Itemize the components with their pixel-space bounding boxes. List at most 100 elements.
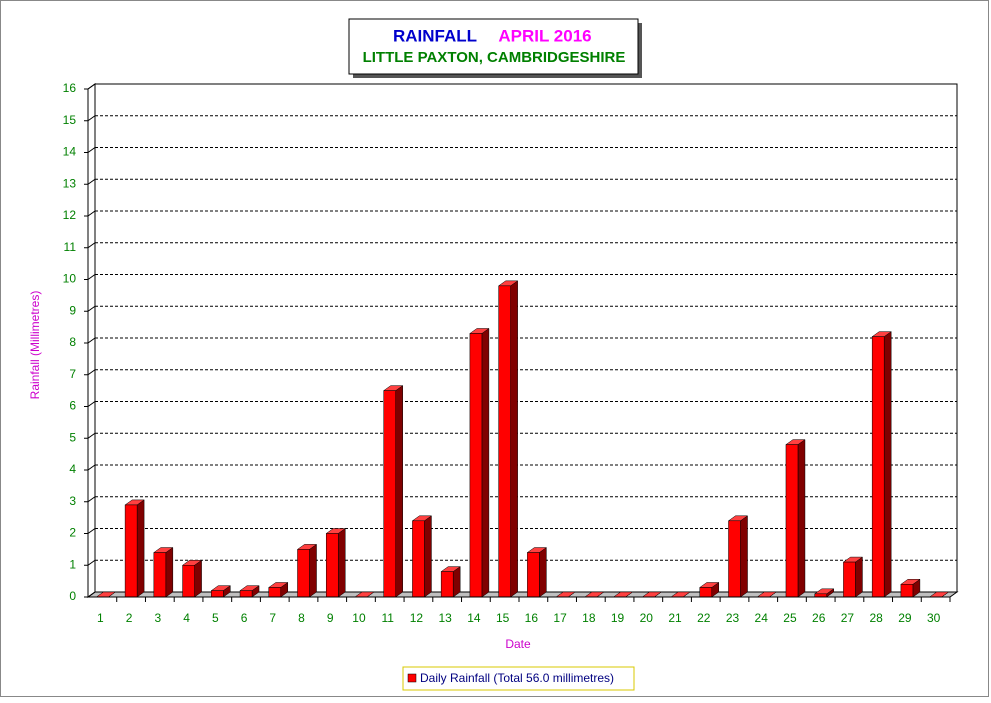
bar-front <box>182 565 195 598</box>
y-tick-label: 3 <box>69 494 76 508</box>
side-grid <box>87 591 96 598</box>
bar-side <box>855 556 863 598</box>
bar-side <box>740 515 748 598</box>
x-tick-label: 28 <box>869 611 883 625</box>
bar-side <box>136 499 145 598</box>
bar-front <box>728 520 741 598</box>
bar <box>440 566 461 598</box>
x-tick-label: 29 <box>898 611 912 625</box>
bar <box>727 515 749 598</box>
bar-front <box>153 552 167 598</box>
bar-front <box>412 520 425 598</box>
y-tick-label: 7 <box>69 367 76 381</box>
y-tick-label: 0 <box>69 589 76 603</box>
bar <box>181 559 203 598</box>
y-tick-label: 14 <box>63 145 77 159</box>
bar <box>296 543 318 598</box>
side-grid <box>87 528 96 534</box>
chart-title-month: APRIL 2016 <box>498 26 591 45</box>
bar-front <box>268 587 282 598</box>
x-tick-label: 20 <box>640 611 654 625</box>
bar-side <box>481 327 490 598</box>
legend-swatch <box>407 673 417 683</box>
bar <box>900 578 921 598</box>
y-tick-label: 8 <box>69 335 76 349</box>
x-tick-label: 12 <box>410 611 424 625</box>
side-grid <box>87 496 96 503</box>
side-grid <box>87 337 96 344</box>
bar-front <box>440 571 454 598</box>
x-tick-label: 15 <box>496 611 510 625</box>
side-grid <box>87 464 96 471</box>
y-tick-label: 13 <box>63 176 77 190</box>
bar-front <box>871 336 885 598</box>
x-tick-label: 10 <box>352 611 366 625</box>
x-tick-label: 7 <box>269 611 276 625</box>
bar-side <box>510 280 518 598</box>
x-tick-label: 11 <box>381 611 394 625</box>
x-tick-label: 5 <box>212 611 219 625</box>
y-axis-label: Rainfall (Millimetres) <box>28 291 42 400</box>
bar-side <box>337 528 346 598</box>
bar <box>842 556 864 598</box>
y-tick-label: 2 <box>69 526 76 540</box>
y-tick-label: 10 <box>63 272 77 286</box>
bar-front <box>900 584 914 598</box>
bar <box>813 588 835 598</box>
bar <box>325 528 347 598</box>
x-tick-label: 19 <box>611 611 625 625</box>
bar-side <box>395 385 403 598</box>
bar-side <box>452 566 461 598</box>
x-tick-label: 9 <box>327 611 334 625</box>
bar-side <box>309 543 317 598</box>
y-tick-label: 11 <box>64 240 77 254</box>
bar-side <box>165 547 174 598</box>
bar <box>871 331 892 598</box>
side-grid <box>87 305 96 312</box>
title-box <box>348 18 639 75</box>
x-tick-label: 3 <box>154 611 161 625</box>
bar-front <box>469 333 483 598</box>
x-tick-label: 13 <box>438 611 452 625</box>
x-tick-label: 14 <box>467 611 481 625</box>
bar <box>411 515 433 598</box>
chart-subtitle: LITTLE PAXTON, CAMBRIDGESHIRE <box>363 49 626 66</box>
x-tick-label: 24 <box>755 611 769 625</box>
side-grid <box>87 178 96 185</box>
y-tick-label: 15 <box>63 113 77 127</box>
side-grid <box>87 369 96 376</box>
bar-side <box>539 547 547 598</box>
bar <box>526 547 548 598</box>
bar <box>469 327 490 598</box>
legend-label: Daily Rainfall (Total 56.0 millimetres) <box>420 671 614 685</box>
side-grid <box>87 559 96 566</box>
y-tick-label: 12 <box>63 208 77 222</box>
x-axis-label: Date <box>505 637 531 651</box>
bar-front <box>297 549 310 598</box>
x-tick-label: 6 <box>241 611 248 625</box>
bar-front <box>325 533 339 598</box>
bar <box>210 585 232 598</box>
x-tick-label: 22 <box>697 611 711 625</box>
y-tick-label: 6 <box>69 399 76 413</box>
bar <box>382 385 404 598</box>
x-tick-label: 27 <box>841 611 855 625</box>
side-grid <box>87 274 96 280</box>
bar-front <box>498 285 511 598</box>
y-tick-label: 5 <box>69 430 76 444</box>
x-tick-label: 18 <box>582 611 596 625</box>
bar-front <box>527 552 540 598</box>
bar-side <box>194 559 202 598</box>
x-tick-label: 25 <box>783 611 797 625</box>
x-tick-label: 26 <box>812 611 826 625</box>
bar-side <box>797 439 806 598</box>
y-tick-label: 9 <box>69 303 76 317</box>
bar <box>785 439 806 598</box>
x-tick-label: 30 <box>927 611 941 625</box>
bar-front <box>785 444 799 598</box>
side-grid <box>87 401 96 407</box>
bar-front <box>843 561 856 598</box>
y-tick-label: 4 <box>69 462 76 476</box>
legend <box>402 666 635 691</box>
